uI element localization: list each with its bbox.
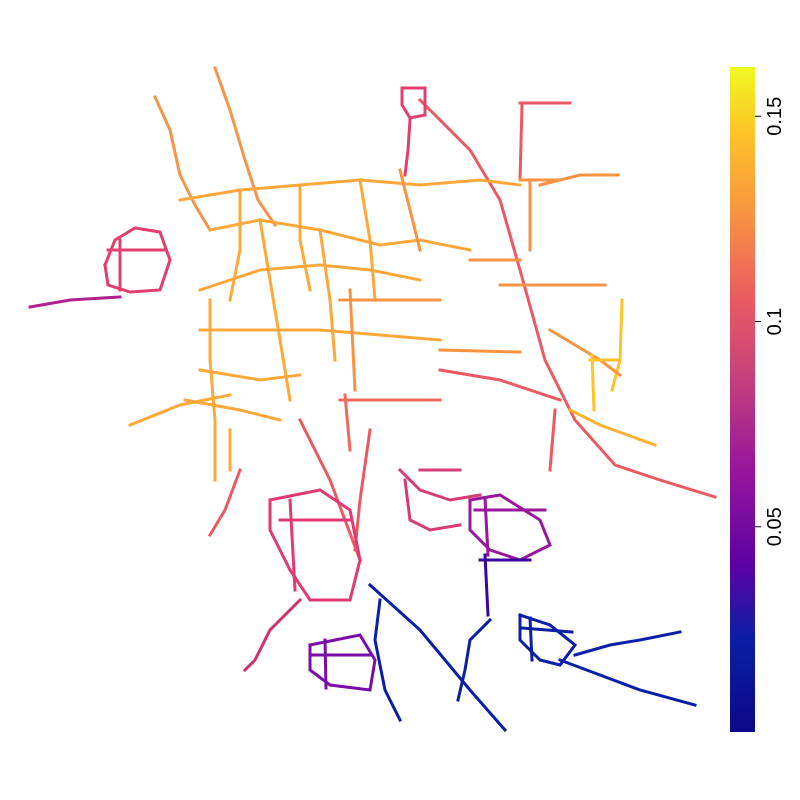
district-southwest <box>268 488 362 602</box>
road-segment <box>213 66 278 228</box>
road-segment <box>438 348 522 354</box>
colorbar-tick-label: 0.05 <box>764 507 786 546</box>
road-network <box>28 66 717 733</box>
district-center <box>178 178 522 482</box>
colorbar-ticks: 0.05 0.1 0.15 <box>755 97 786 546</box>
district-south-central <box>338 393 442 452</box>
road-segment <box>558 658 697 707</box>
district-north <box>400 86 427 177</box>
road-segment <box>297 417 362 562</box>
road-segment <box>518 103 524 182</box>
district-southeast <box>468 493 552 562</box>
colorbar-gradient <box>730 67 755 732</box>
road-segment <box>367 582 508 733</box>
district-far-southeast <box>518 613 578 667</box>
road-segment <box>417 97 717 499</box>
road-segment <box>438 368 562 402</box>
road-segment <box>353 428 372 552</box>
colorbar: 0.05 0.1 0.15 <box>730 67 786 732</box>
colorbar-tick-label: 0.1 <box>764 308 786 336</box>
district-south-purple <box>308 633 377 692</box>
road-segment <box>567 407 657 447</box>
road-segment <box>547 327 623 378</box>
road-segment <box>573 630 682 657</box>
road-segment <box>207 468 242 538</box>
road-segment <box>538 173 620 187</box>
road-segment <box>548 408 557 472</box>
district-east <box>588 353 622 412</box>
district-west <box>103 226 172 294</box>
colorbar-tick-label: 0.15 <box>764 97 786 136</box>
district-center-dense <box>338 168 562 392</box>
road-segment <box>242 597 303 673</box>
district-transition <box>397 467 482 532</box>
district-southeast-blue <box>478 553 532 617</box>
road-segment <box>456 617 493 702</box>
road-segment <box>28 295 122 309</box>
road-segment <box>153 95 213 233</box>
road-segment <box>373 598 403 723</box>
